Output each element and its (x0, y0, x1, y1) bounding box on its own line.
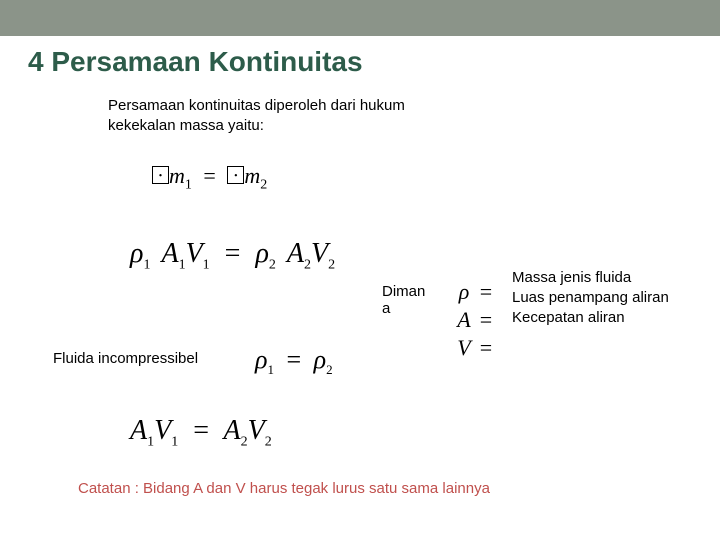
equation-density-equal: ρ1 = ρ2 (255, 345, 333, 378)
slide-subtitle: Persamaan kontinuitas diperoleh dari huk… (0, 78, 450, 135)
slide-title: 4 Persamaan Kontinuitas (0, 36, 720, 78)
dot-icon: ・ (152, 166, 169, 184)
fluid-incompressible-label: Fluida incompressibel (53, 350, 198, 367)
equation-av: A1V1 = A2V2 (130, 415, 272, 451)
def-rho: Massa jenis fluida (512, 270, 702, 286)
def-V: Kecepatan aliran (512, 310, 702, 326)
dimana-label: Diman a (382, 283, 442, 317)
top-bar (0, 0, 720, 36)
definition-legend: Massa jenis fluida Luas penampang aliran… (512, 270, 702, 330)
equation-continuity: ρ1 A1V1 = ρ2 A2V2 (130, 238, 335, 274)
note-text: Catatan : Bidang A dan V harus tegak lur… (78, 480, 490, 497)
symbol-legend: ρ= A= V= (452, 278, 496, 362)
dot-icon: ・ (227, 166, 244, 184)
def-A: Luas penampang aliran (512, 290, 702, 306)
equation-mass-flow: ・m1 = ・m2 (152, 163, 267, 193)
